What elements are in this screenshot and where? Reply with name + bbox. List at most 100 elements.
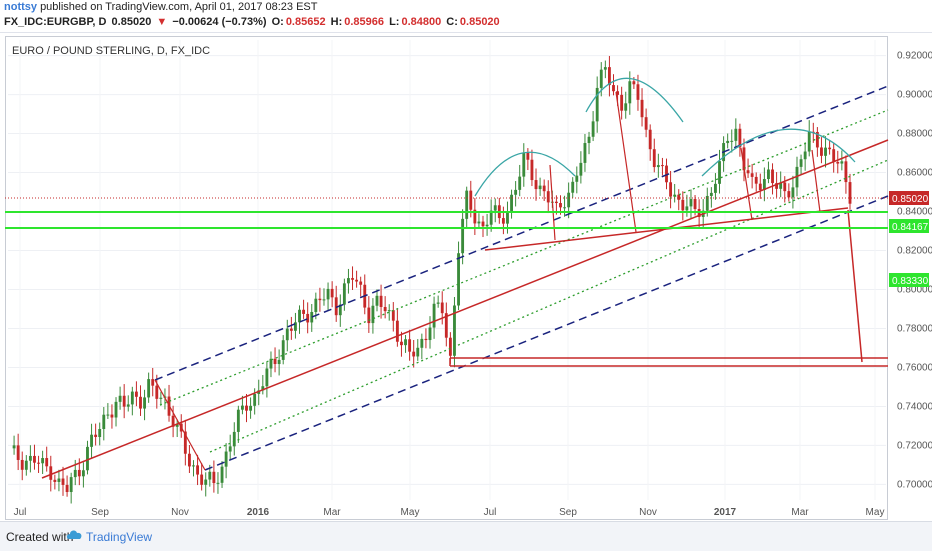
symbol-label: FX_IDC:EURGBP, D	[4, 16, 107, 28]
candle-body	[330, 288, 334, 298]
candle-body	[134, 391, 138, 397]
candle-body	[367, 307, 371, 324]
candle-body	[652, 149, 656, 168]
candle-body	[824, 147, 827, 156]
candle-body	[347, 278, 350, 284]
x-tick-label: Sep	[91, 507, 109, 518]
candle-body	[628, 81, 632, 104]
low-value: 0.84800	[401, 16, 442, 28]
candle-body	[518, 176, 522, 190]
candle-body	[457, 253, 460, 306]
candle-body	[579, 162, 583, 176]
candle-body	[815, 131, 819, 148]
candle-body	[571, 181, 575, 193]
y-tick-label: 0.90000	[897, 90, 932, 101]
tradingview-link[interactable]: TradingView	[86, 530, 153, 544]
candle-body	[677, 194, 681, 200]
candle-body	[294, 322, 297, 331]
candle-body	[192, 465, 195, 467]
footer-bar: Created with TradingView	[0, 521, 932, 551]
candle-body	[355, 279, 359, 282]
candle-body	[400, 341, 403, 346]
candle-body	[554, 201, 558, 204]
candle-body	[762, 179, 766, 191]
candle-body	[693, 199, 697, 210]
candle-body	[530, 159, 534, 181]
candle-body	[428, 327, 432, 341]
candle-body	[546, 191, 550, 203]
candle-body	[612, 85, 615, 92]
last-price: 0.85020	[111, 16, 152, 28]
candle-body	[587, 136, 591, 144]
y-tick-label: 0.92000	[897, 51, 932, 62]
candle-body	[49, 466, 53, 480]
candle-body	[208, 471, 212, 480]
candle-body	[477, 221, 481, 224]
candle-body	[383, 306, 387, 312]
candle-body	[216, 482, 220, 484]
candle-body	[220, 466, 224, 483]
candle-body	[12, 445, 16, 449]
candle-body	[440, 302, 444, 314]
candle-body	[485, 224, 489, 227]
candle-body	[844, 161, 848, 183]
candle-body	[738, 128, 742, 148]
price-chart[interactable]: 0.92000 0.90000 0.88000 0.86000 0.84000 0.820…	[0, 0, 932, 520]
candle-body	[94, 434, 98, 438]
head-arc	[585, 77, 684, 123]
x-tick-label: Mar	[791, 507, 809, 518]
connector-line	[154, 379, 206, 471]
x-tick-label: Nov	[639, 507, 657, 518]
candle-body	[20, 459, 24, 470]
upper-green-tag: 0.84167	[892, 222, 929, 233]
inner-lower-line	[209, 159, 889, 453]
candle-body	[583, 143, 587, 163]
candle-body	[245, 405, 248, 411]
candle-body	[187, 453, 191, 467]
candle-body	[791, 187, 795, 198]
candle-body	[754, 176, 758, 184]
candle-body	[636, 84, 640, 100]
candle-body	[448, 337, 452, 356]
candle-body	[53, 479, 57, 482]
candle-body	[599, 69, 603, 88]
author-link[interactable]: nottsy	[4, 1, 37, 13]
candle-body	[147, 379, 151, 398]
candle-body	[489, 210, 493, 225]
projection-line	[847, 209, 863, 363]
publish-info: published on TradingView.com, April 01, …	[40, 1, 318, 13]
candle-body	[697, 209, 701, 217]
candle-body	[567, 192, 571, 208]
candle-body	[298, 309, 301, 323]
candle-body	[779, 182, 783, 189]
candle-body	[334, 297, 338, 316]
candle-body	[656, 165, 660, 168]
candle-body	[281, 340, 285, 360]
candle-body	[783, 182, 787, 192]
close-label: C:	[446, 16, 458, 28]
candle-body	[106, 414, 110, 416]
candle-body	[155, 385, 159, 399]
candle-body	[420, 338, 424, 348]
candle-body	[196, 465, 199, 475]
candle-body	[285, 328, 289, 341]
candle-body	[828, 147, 832, 150]
candle-body	[620, 94, 624, 111]
candle-body	[787, 191, 791, 198]
candle-body	[391, 310, 395, 321]
tradingview-logo-icon	[66, 530, 82, 539]
candle-body	[24, 460, 28, 470]
candle-body	[371, 305, 375, 324]
x-tick-label: Jul	[484, 507, 497, 518]
candle-body	[37, 462, 40, 464]
open-label: O:	[271, 16, 284, 28]
candle-body	[510, 194, 513, 213]
candle-body	[473, 209, 477, 224]
candle-body	[151, 379, 155, 386]
candle-body	[379, 295, 383, 307]
ohlc-line: FX_IDC:EURGBP, D 0.85020 ▼ −0.00624 (−0.…	[4, 16, 502, 28]
trend-line	[41, 139, 889, 479]
candle-body	[563, 207, 566, 209]
candle-body	[143, 397, 146, 409]
right-shoulder-arc	[701, 128, 856, 177]
